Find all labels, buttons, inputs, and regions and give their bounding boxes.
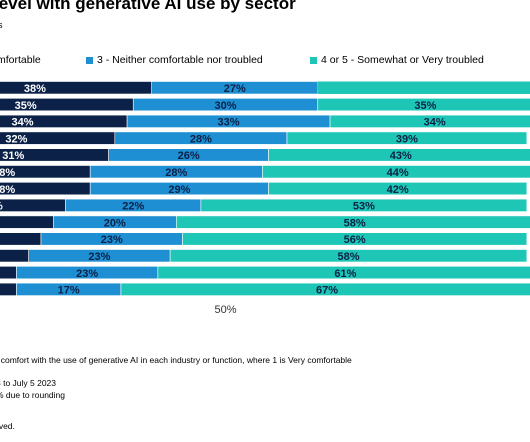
bar-segment-3-row-7: [268, 182, 528, 196]
data-label-2-row-9: 20%: [104, 217, 126, 229]
data-label-3-row-6: 44%: [387, 167, 409, 179]
x-tick-label: 50%: [214, 304, 236, 316]
note-line-2: 3 to July 5 2023: [0, 378, 57, 388]
bar-segment-3-row-11: [169, 249, 528, 263]
bar-segment-1-row-9: [0, 215, 54, 229]
data-label-2-row-13: 17%: [58, 285, 80, 297]
data-label-1-row-7: 28%: [0, 184, 15, 196]
data-label-3-row-10: 56%: [344, 234, 366, 246]
data-label-3-row-4: 39%: [396, 133, 418, 145]
legend-item-1: mfortable: [0, 54, 41, 66]
data-label-3-row-9: 58%: [344, 217, 366, 229]
data-label-1-row-3: 34%: [12, 117, 34, 129]
bar-segment-3-row-2: [317, 98, 530, 112]
data-label-2-row-12: 23%: [76, 268, 98, 280]
bar-segment-1-row-13: [0, 282, 17, 296]
legend-label-3: 4 or 5 - Somewhat or Very troubled: [321, 54, 484, 66]
data-label-3-row-11: 58%: [337, 251, 359, 263]
data-label-2-row-7: 29%: [168, 184, 190, 196]
bar-segment-1-row-8: [0, 198, 66, 212]
data-label-2-row-3: 33%: [218, 117, 240, 129]
data-label-3-row-3: 34%: [424, 117, 446, 129]
note-line-1: f comfort with the use of generative AI …: [0, 355, 352, 365]
data-label-2-row-4: 28%: [190, 133, 212, 145]
data-label-3-row-7: 42%: [387, 184, 409, 196]
data-label-3-row-12: 61%: [334, 268, 356, 280]
data-label-3-row-2: 35%: [414, 100, 436, 112]
data-label-2-row-11: 23%: [88, 251, 110, 263]
bar-segment-3-row-12: [157, 265, 530, 280]
bar-segment-3-row-13: [120, 282, 530, 296]
data-label-1-row-6: 28%: [0, 167, 15, 179]
legend-label-1: mfortable: [0, 54, 41, 66]
bar-segment-1-row-1: [0, 81, 152, 95]
bar-segment-3-row-3: [329, 114, 530, 128]
data-label-2-row-10: 23%: [101, 234, 123, 246]
bar-segment-1-row-12: [0, 265, 17, 280]
data-label-1-row-5: 31%: [2, 150, 24, 162]
legend-item-3: 4 or 5 - Somewhat or Very troubled: [310, 54, 484, 66]
bar-segment-3-row-10: [182, 232, 528, 246]
note-line-3: % due to rounding: [0, 390, 65, 400]
data-label-2-row-2: 30%: [214, 100, 236, 112]
data-label-2-row-5: 26%: [178, 150, 200, 162]
bar-segment-1-row-10: [0, 232, 42, 246]
data-label-3-row-5: 43%: [390, 150, 412, 162]
data-label-2-row-8: 22%: [122, 201, 144, 213]
bar-segment-3-row-4: [286, 131, 528, 145]
subtitle-fragment: s: [0, 20, 3, 30]
legend-swatch-3: [310, 56, 317, 64]
note-line-4: rved.: [0, 421, 15, 431]
data-label-3-row-8: 53%: [353, 201, 375, 213]
data-label-1-row-8: 24%: [0, 201, 3, 213]
bar-segment-3-row-5: [268, 148, 530, 162]
data-label-2-row-1: 27%: [224, 83, 246, 95]
bar-segment-3-row-1: [317, 81, 530, 94]
data-label-2-row-6: 28%: [165, 167, 187, 179]
bar-segment-3-row-9: [176, 215, 530, 229]
data-label-3-row-13: 67%: [316, 285, 338, 297]
data-label-1-row-4: 32%: [5, 133, 27, 145]
legend-swatch-2: [86, 56, 93, 64]
legend-item-2: 3 - Neither comfortable nor troubled: [86, 54, 263, 66]
data-label-1-row-2: 35%: [15, 100, 37, 112]
stacked-bar-chart: 38% 27% 35% 30% 35% 34% 33% 34% 32% 28% 39% 31% 26% 4…: [0, 81, 530, 316]
bar-segment-3-row-6: [262, 165, 530, 179]
bar-segment-3-row-8: [200, 198, 528, 212]
data-label-1-row-1: 38%: [24, 83, 46, 95]
bar-segment-1-row-11: [0, 249, 29, 263]
legend-label-2: 3 - Neither comfortable nor troubled: [97, 54, 263, 66]
chart-title: level with generative AI use by sector: [0, 0, 296, 13]
